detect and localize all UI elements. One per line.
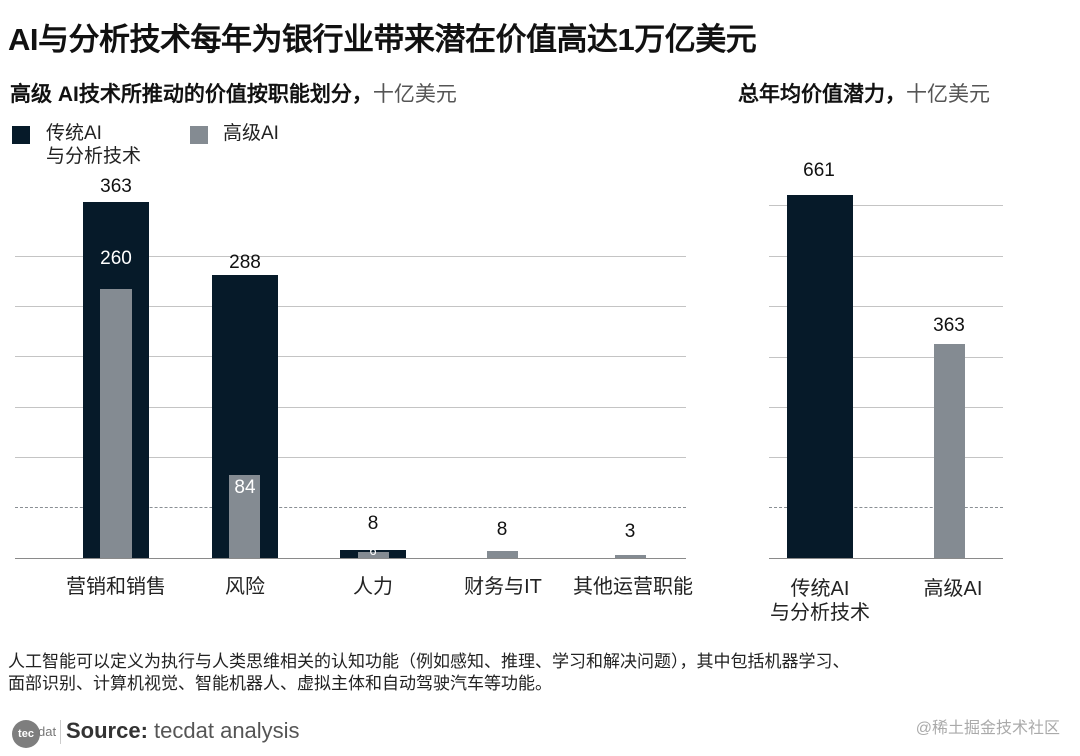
legend-traditional-line2: 与分析技术: [46, 146, 142, 167]
source-label: Source:: [66, 718, 148, 743]
legend-label-advanced: 高级AI: [223, 123, 279, 144]
value-label: 3: [624, 521, 636, 542]
tecdat-logo-suffix: dat: [38, 724, 57, 739]
value-label: 363: [933, 315, 965, 336]
gridline: [15, 407, 686, 408]
category-label: 人力: [353, 576, 393, 598]
chart-title: AI与分析技术每年为银行业带来潜在价值高达1万亿美元: [8, 22, 757, 57]
tecdat-logo-icon: tec: [12, 720, 40, 748]
category-label: 高级AI: [923, 578, 983, 600]
gridline: [15, 306, 686, 307]
bar-other-advanced: [615, 555, 646, 558]
gridline: [769, 256, 1003, 257]
gridline: [769, 457, 1003, 458]
value-label: 363: [100, 176, 132, 197]
watermark: @稀土掘金技术社区: [915, 720, 1060, 737]
value-label: 288: [229, 252, 261, 273]
value-label: 661: [803, 160, 835, 181]
value-label: 8: [367, 513, 379, 534]
legend-label-traditional: 传统AI 与分析技术: [46, 122, 141, 168]
legend-swatch-advanced: [190, 126, 208, 144]
category-label-line2: 与分析技术: [770, 602, 870, 624]
legend-swatch-traditional: [12, 126, 30, 144]
category-label: 风险: [225, 576, 265, 598]
x-axis-baseline: [15, 558, 686, 559]
divider: [60, 720, 61, 744]
bar-finance-advanced: [487, 551, 518, 558]
gridline: [15, 356, 686, 357]
left-subtitle-bold: 高级 AI技术所推动的价值按职能划分，: [10, 83, 373, 106]
gridline: [15, 457, 686, 458]
gridline: [769, 407, 1003, 408]
bar-hr-advanced: [358, 552, 389, 558]
source-line: Source: tecdat analysis: [66, 718, 300, 744]
gridline: [769, 306, 1003, 307]
gridline-dashed: [769, 507, 1003, 508]
right-subtitle-bold: 总年均价值潜力，: [738, 83, 906, 106]
gridline-dashed: [15, 507, 686, 508]
gridline: [769, 205, 1003, 206]
source-text: tecdat analysis: [147, 718, 300, 743]
value-label-inner: 6: [369, 543, 377, 558]
right-subtitle-unit: 十亿美元: [906, 83, 990, 106]
category-label: 其他运营职能: [573, 576, 693, 598]
left-subtitle-unit: 十亿美元: [372, 83, 457, 106]
gridline: [769, 357, 1003, 358]
right-chart-subtitle: 总年均价值潜力，十亿美元: [738, 78, 990, 108]
bar-risk-advanced: [229, 475, 260, 558]
bar-total-traditional: [787, 195, 853, 558]
value-label: 8: [496, 519, 508, 540]
category-label: 传统AI 与分析技术: [760, 577, 880, 625]
bar-total-advanced: [934, 344, 965, 558]
footnote-line1: 人工智能可以定义为执行与人类思维相关的认知功能（例如感知、推理、学习和解决问题）…: [8, 652, 850, 671]
legend-traditional-line1: 传统AI: [46, 123, 102, 144]
gridline: [15, 256, 686, 257]
footnote: 人工智能可以定义为执行与人类思维相关的认知功能（例如感知、推理、学习和解决问题）…: [8, 651, 1078, 695]
left-chart-subtitle: 高级 AI技术所推动的价值按职能划分，十亿美元: [10, 78, 457, 108]
category-label: 营销和销售: [66, 576, 166, 598]
category-label-line1: 传统AI: [790, 578, 850, 600]
value-label-inner: 84: [234, 477, 256, 498]
x-axis-baseline: [769, 558, 1003, 559]
value-label-inner: 260: [100, 248, 132, 269]
category-label: 财务与IT: [464, 576, 542, 598]
footnote-line2: 面部识别、计算机视觉、智能机器人、虚拟主体和自动驾驶汽车等功能。: [8, 674, 552, 693]
bar-marketing-advanced: [100, 289, 132, 558]
